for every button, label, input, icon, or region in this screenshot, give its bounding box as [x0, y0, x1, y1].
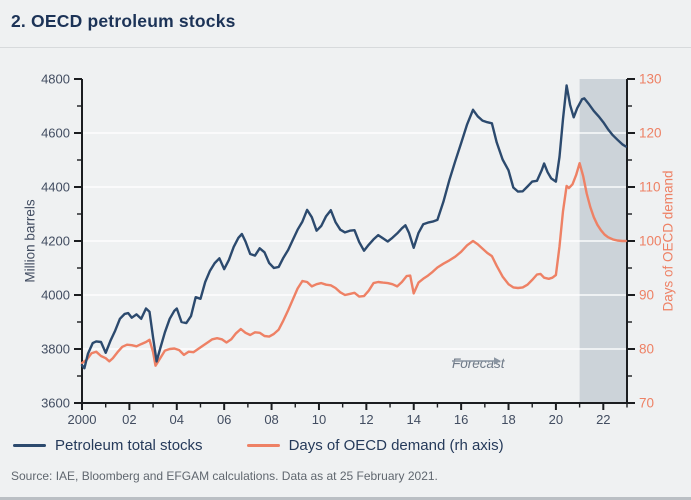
svg-text:4200: 4200	[41, 234, 70, 249]
line-chart-plot: 3600 3800 4000 4200 4400 4600 4800 70 80 90 100 110…	[41, 72, 662, 428]
svg-text:20: 20	[549, 412, 563, 427]
svg-text:130: 130	[639, 72, 662, 87]
svg-text:120: 120	[639, 126, 662, 141]
forecast-annotation: Forecast	[452, 356, 505, 371]
svg-text:14: 14	[407, 412, 421, 427]
svg-text:100: 100	[639, 234, 662, 249]
svg-text:06: 06	[217, 412, 231, 427]
svg-text:16: 16	[454, 412, 468, 427]
left-axis-ticks: 3600 3800 4000 4200 4400 4600 4800	[41, 72, 82, 411]
stocks-line-swatch	[13, 443, 46, 448]
legend-item-stocks: Petroleum total stocks	[13, 437, 203, 454]
demand-line-swatch	[246, 443, 280, 448]
svg-text:110: 110	[639, 180, 661, 195]
svg-text:10: 10	[312, 412, 326, 427]
page-title: 2. OECD petroleum stocks	[11, 11, 236, 31]
svg-text:3600: 3600	[41, 396, 70, 411]
series-days-demand	[80, 161, 627, 367]
source-note: Source: IAE, Bloomberg and EFGAM calcula…	[11, 469, 438, 483]
svg-text:12: 12	[359, 412, 373, 427]
forecast-arrow-icon	[452, 357, 501, 365]
title-divider	[0, 47, 691, 48]
svg-text:22: 22	[596, 412, 610, 427]
svg-text:02: 02	[122, 412, 136, 427]
svg-text:18: 18	[501, 412, 515, 427]
gridlines	[82, 132, 627, 350]
svg-text:4600: 4600	[41, 126, 70, 141]
svg-text:4800: 4800	[41, 72, 70, 87]
chart-area: 3600 3800 4000 4200 4400 4600 4800 70 80 90 100 110…	[0, 48, 691, 438]
svg-text:90: 90	[639, 288, 654, 303]
svg-text:08: 08	[264, 412, 278, 427]
series-petroleum-stocks	[80, 84, 627, 370]
right-axis-title: Days of OECD demand	[660, 170, 676, 312]
svg-text:80: 80	[639, 342, 654, 357]
chart-legend: Petroleum total stocks Days of OECD dema…	[13, 437, 504, 454]
svg-text:04: 04	[170, 412, 184, 427]
svg-text:70: 70	[639, 396, 654, 411]
right-axis-ticks: 70 80 90 100 110 120 130	[627, 72, 662, 411]
left-axis-title: Million barrels	[22, 199, 38, 283]
forecast-label: Forecast	[452, 356, 505, 371]
svg-text:4000: 4000	[41, 288, 70, 303]
svg-text:2000: 2000	[68, 412, 97, 427]
legend-label: Days of OECD demand (rh axis)	[288, 437, 504, 454]
svg-text:4400: 4400	[41, 180, 70, 195]
svg-text:3800: 3800	[41, 342, 70, 357]
legend-item-demand: Days of OECD demand (rh axis)	[246, 437, 504, 454]
x-axis-ticks: 2000 02 04 06 08 10 12 14 16 18 20 22	[68, 403, 628, 427]
legend-label: Petroleum total stocks	[55, 437, 203, 454]
